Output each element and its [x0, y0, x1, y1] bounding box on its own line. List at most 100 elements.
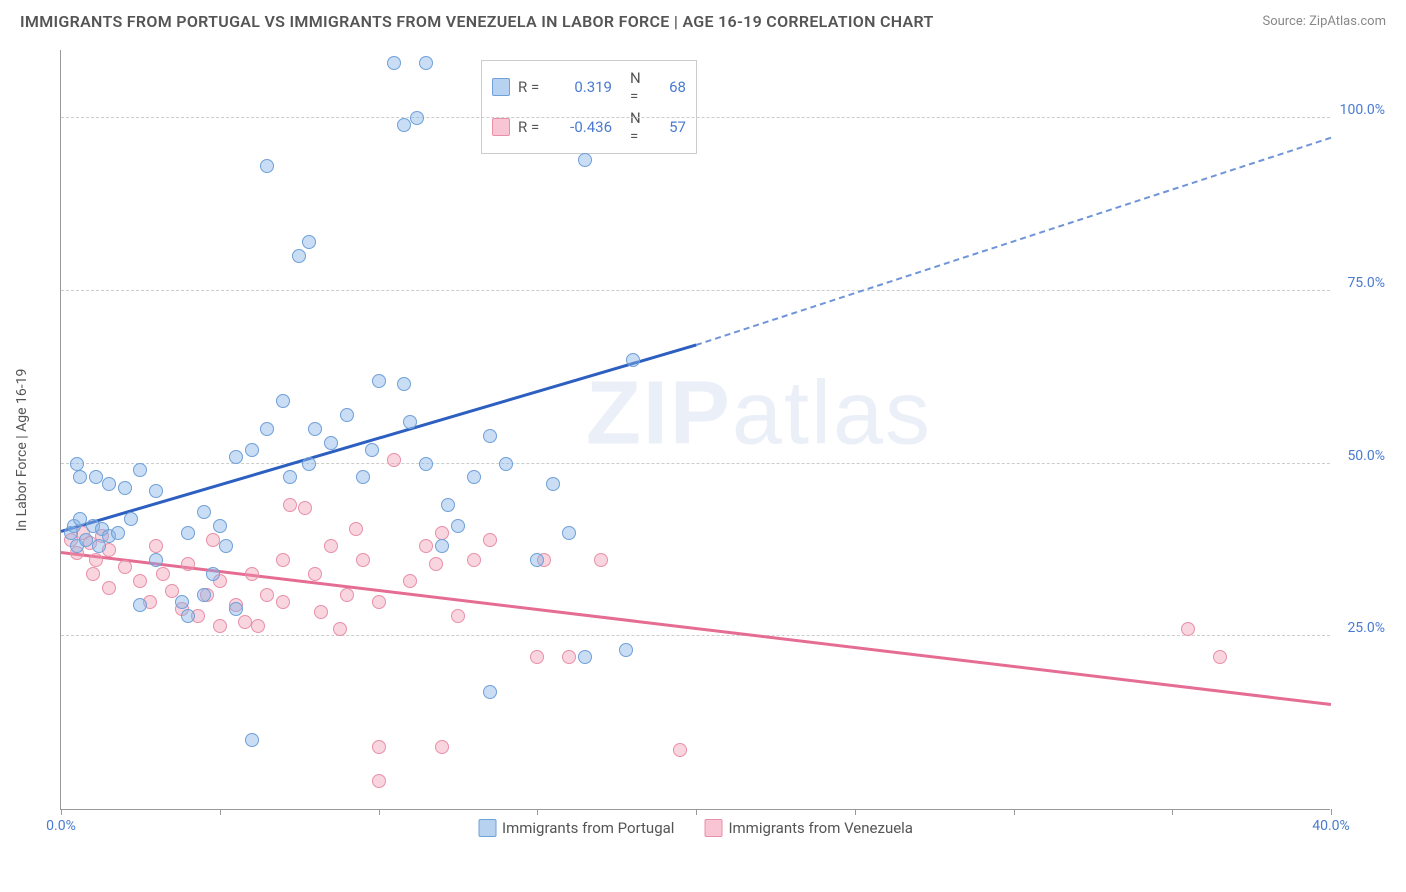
point-venezuela	[1181, 622, 1195, 636]
point-venezuela	[483, 533, 497, 547]
x-tick	[220, 809, 221, 815]
gridline	[61, 117, 1330, 118]
point-portugal	[302, 457, 316, 471]
point-portugal	[181, 609, 195, 623]
chart-title: IMMIGRANTS FROM PORTUGAL VS IMMIGRANTS F…	[20, 12, 934, 31]
point-portugal	[149, 484, 163, 498]
point-portugal	[229, 602, 243, 616]
point-portugal	[124, 512, 138, 526]
point-portugal	[324, 436, 338, 450]
point-portugal	[578, 650, 592, 664]
plot-area: ZIPatlas R = 0.319 N = 68 R = -0.436 N =…	[60, 50, 1330, 810]
point-portugal	[219, 539, 233, 553]
point-venezuela	[213, 619, 227, 633]
point-venezuela	[276, 595, 290, 609]
y-axis-label: In Labor Force | Age 16-19	[14, 369, 30, 532]
point-venezuela	[156, 567, 170, 581]
point-portugal	[102, 477, 116, 491]
x-tick	[379, 809, 380, 815]
point-portugal	[197, 588, 211, 602]
point-portugal	[483, 429, 497, 443]
trendline	[61, 344, 697, 533]
point-venezuela	[349, 522, 363, 536]
point-portugal	[302, 235, 316, 249]
point-portugal	[245, 733, 259, 747]
point-portugal	[578, 153, 592, 167]
point-venezuela	[594, 553, 608, 567]
legend-row-portugal: R = 0.319 N = 68	[492, 67, 686, 107]
point-portugal	[175, 595, 189, 609]
x-tick	[537, 809, 538, 815]
y-tick-label: 25.0%	[1347, 620, 1385, 636]
x-tick	[855, 809, 856, 815]
point-venezuela	[276, 553, 290, 567]
point-venezuela	[118, 560, 132, 574]
point-portugal	[111, 526, 125, 540]
point-portugal	[149, 553, 163, 567]
point-venezuela	[181, 557, 195, 571]
x-tick	[61, 809, 62, 815]
x-tick	[1014, 809, 1015, 815]
point-portugal	[387, 56, 401, 70]
point-venezuela	[314, 605, 328, 619]
point-venezuela	[435, 526, 449, 540]
point-venezuela	[530, 650, 544, 664]
point-portugal	[181, 526, 195, 540]
legend-item-portugal: Immigrants from Portugal	[478, 819, 674, 837]
chart-source: Source: ZipAtlas.com	[1262, 14, 1386, 29]
point-venezuela	[451, 609, 465, 623]
trendline	[696, 137, 1332, 346]
point-portugal	[546, 477, 560, 491]
point-portugal	[308, 422, 322, 436]
point-portugal	[260, 422, 274, 436]
point-portugal	[292, 249, 306, 263]
point-venezuela	[245, 567, 259, 581]
point-portugal	[419, 56, 433, 70]
x-tick	[1331, 809, 1332, 815]
watermark: ZIPatlas	[586, 363, 932, 466]
point-venezuela	[387, 453, 401, 467]
point-portugal	[372, 374, 386, 388]
point-venezuela	[89, 553, 103, 567]
point-portugal	[73, 470, 87, 484]
swatch-portugal	[492, 78, 510, 96]
point-venezuela	[467, 553, 481, 567]
point-portugal	[118, 481, 132, 495]
point-venezuela	[308, 567, 322, 581]
point-venezuela	[86, 567, 100, 581]
point-venezuela	[149, 539, 163, 553]
swatch-venezuela-icon	[704, 819, 722, 837]
point-venezuela	[372, 774, 386, 788]
point-venezuela	[1213, 650, 1227, 664]
point-portugal	[499, 457, 513, 471]
point-portugal	[276, 394, 290, 408]
point-portugal	[397, 377, 411, 391]
point-venezuela	[673, 743, 687, 757]
y-tick-label: 50.0%	[1347, 448, 1385, 464]
point-venezuela	[356, 553, 370, 567]
point-venezuela	[372, 595, 386, 609]
point-portugal	[410, 111, 424, 125]
point-portugal	[206, 567, 220, 581]
point-venezuela	[435, 740, 449, 754]
x-tick-label: 40.0%	[1312, 818, 1350, 834]
point-portugal	[397, 118, 411, 132]
point-venezuela	[333, 622, 347, 636]
point-venezuela	[102, 581, 116, 595]
point-portugal	[213, 519, 227, 533]
point-venezuela	[562, 650, 576, 664]
point-portugal	[626, 353, 640, 367]
point-portugal	[229, 450, 243, 464]
point-portugal	[133, 463, 147, 477]
chart-container: In Labor Force | Age 16-19 ZIPatlas R = …	[50, 50, 1390, 850]
point-portugal	[356, 470, 370, 484]
point-portugal	[365, 443, 379, 457]
point-portugal	[133, 598, 147, 612]
point-venezuela	[403, 574, 417, 588]
point-venezuela	[133, 574, 147, 588]
x-tick	[696, 809, 697, 815]
point-portugal	[340, 408, 354, 422]
point-venezuela	[419, 539, 433, 553]
point-venezuela	[298, 501, 312, 515]
x-tick	[1172, 809, 1173, 815]
